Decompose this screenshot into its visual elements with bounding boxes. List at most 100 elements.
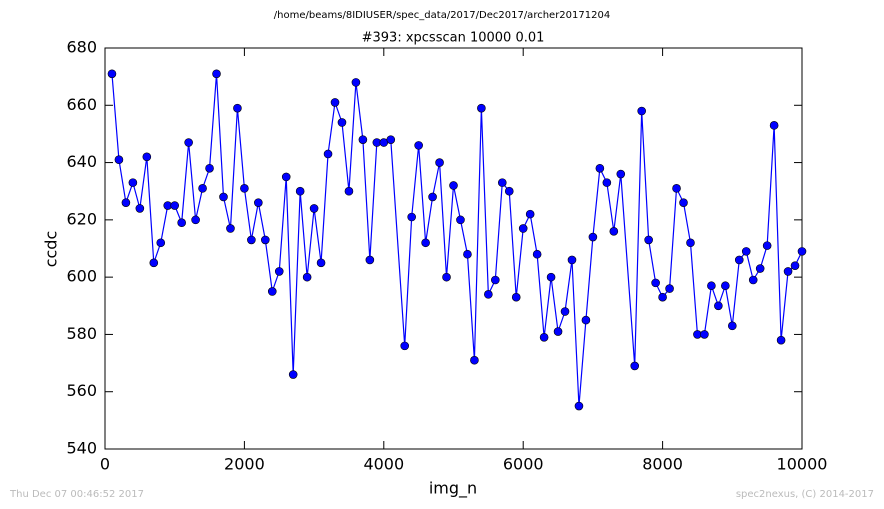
data-point — [212, 69, 221, 79]
data-point — [484, 290, 493, 299]
data-point — [748, 275, 758, 285]
data-point — [274, 267, 284, 276]
data-point — [532, 249, 542, 259]
data-point — [553, 327, 563, 336]
data-point — [609, 227, 619, 236]
data-point — [463, 249, 472, 259]
data-point — [156, 238, 166, 248]
data-point — [595, 164, 605, 173]
x-tick-label: 4000 — [363, 455, 404, 474]
data-point — [630, 361, 640, 371]
data-point — [616, 169, 626, 179]
data-point — [267, 287, 277, 296]
data-point — [344, 186, 354, 196]
data-point — [755, 264, 765, 273]
data-point — [567, 255, 577, 265]
data-point — [734, 255, 744, 265]
x-tick-label: 10000 — [777, 455, 828, 474]
data-point — [226, 224, 235, 233]
data-point — [588, 232, 598, 242]
data-point — [797, 247, 807, 256]
y-tick-label: 660 — [66, 95, 97, 114]
data-point — [386, 135, 396, 144]
data-point — [302, 272, 312, 282]
suptitle: /home/beams/8IDIUSER/spec_data/2017/Dec2… — [274, 10, 610, 21]
data-point — [776, 335, 786, 345]
data-point — [539, 332, 549, 342]
data-point — [700, 330, 709, 339]
data-point — [449, 181, 458, 190]
data-point — [309, 204, 319, 213]
footer-right: spec2nexus, (C) 2014-2017 — [736, 489, 874, 500]
x-tick-label: 0 — [100, 455, 110, 474]
data-point — [316, 258, 326, 268]
data-point — [525, 209, 535, 219]
y-tick-label: 640 — [66, 152, 97, 171]
data-point — [407, 212, 416, 222]
data-point — [741, 247, 751, 256]
data-point — [686, 238, 695, 248]
y-tick-label: 580 — [66, 324, 97, 343]
y-tick-label: 540 — [66, 439, 97, 458]
data-point — [714, 301, 723, 311]
x-tick-label: 6000 — [503, 455, 544, 474]
data-point — [574, 401, 584, 411]
data-point — [128, 178, 138, 187]
data-point — [658, 292, 667, 302]
y-tick-label: 620 — [66, 209, 97, 228]
data-point — [421, 238, 430, 248]
footer-left: Thu Dec 07 00:46:52 2017 — [9, 489, 144, 500]
data-point — [170, 201, 179, 210]
data-point — [205, 164, 214, 173]
data-point — [560, 307, 570, 316]
data-point — [149, 258, 159, 268]
data-point — [651, 278, 660, 288]
data-point — [790, 261, 800, 270]
data-point — [721, 281, 730, 291]
data-point — [762, 241, 772, 250]
data-point — [511, 292, 521, 302]
data-point — [337, 118, 347, 127]
data-point — [727, 321, 737, 331]
data-point — [497, 178, 507, 187]
data-point — [219, 192, 228, 202]
y-axis-label: ccdc — [42, 231, 61, 268]
data-point — [679, 198, 688, 207]
data-point — [330, 98, 340, 107]
data-point — [142, 152, 152, 162]
data-point — [602, 178, 612, 187]
x-axis-label: img_n — [429, 479, 477, 499]
x-tick-label: 2000 — [224, 455, 265, 474]
plot-frame — [104, 47, 803, 450]
data-point — [518, 224, 528, 233]
data-point — [400, 341, 410, 351]
data-point — [135, 204, 145, 213]
data-point — [281, 172, 291, 182]
data-point — [470, 355, 479, 365]
data-point — [184, 138, 193, 147]
x-tick-label: 8000 — [642, 455, 683, 474]
data-point — [707, 281, 716, 291]
data-point — [323, 149, 333, 159]
y-tick-label: 680 — [66, 38, 97, 57]
data-point — [365, 255, 375, 265]
data-point — [358, 135, 368, 144]
data-point — [177, 218, 186, 228]
data-point — [261, 235, 270, 245]
data-point — [414, 141, 423, 150]
data-point — [295, 186, 305, 196]
data-point — [428, 192, 437, 202]
data-point — [672, 184, 681, 193]
data-point — [233, 103, 242, 113]
data-point — [637, 106, 646, 116]
data-point — [198, 184, 207, 193]
data-point — [546, 272, 556, 282]
chart-title: #393: xpcsscan 10000 0.01 — [362, 31, 545, 46]
data-point — [769, 121, 779, 130]
data-point — [581, 315, 591, 325]
y-tick-label: 600 — [66, 267, 97, 286]
data-point — [247, 235, 256, 245]
data-point — [504, 186, 514, 196]
